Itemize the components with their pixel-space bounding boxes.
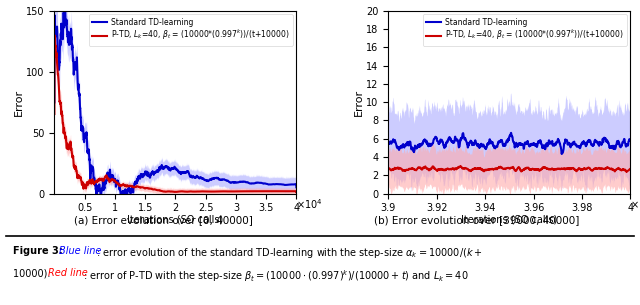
P-TD, $L_k$=40, $\beta_t$ = (10000*(0.997$^k$))/(t+10000) [573,168,581,172]
Line: Standard TD-learning: Standard TD-learning [388,133,630,154]
Text: 10000).: 10000). [13,268,53,278]
Text: : error of P-TD with the step-size $\beta_t = (10000 \cdot (0.997)^k)/(10000+t)$: : error of P-TD with the step-size $\bet… [83,268,468,284]
P-TD, $L_k$=40, $\beta_t$ = (10000*(0.997$^k$))/(t+10000) [230,190,237,193]
Line: Standard TD-learning: Standard TD-learning [54,7,296,197]
P-TD, $L_k$=40, $\beta_t$ = (10000*(0.997$^k$))/(t+10000) [51,33,58,37]
Standard TD-learning [434,139,442,143]
Line: P-TD, $L_k$=40, $\beta_t$ = (10000*(0.997$^k$))/(t+10000): P-TD, $L_k$=40, $\beta_t$ = (10000*(0.99… [54,35,296,192]
Standard TD-learning [204,179,212,183]
Text: Red line: Red line [48,268,88,278]
P-TD, $L_k$=40, $\beta_t$ = (10000*(0.997$^k$))/(t+10000) [615,167,623,170]
P-TD, $L_k$=40, $\beta_t$ = (10000*(0.997$^k$))/(t+10000) [385,167,392,170]
P-TD, $L_k$=40, $\beta_t$ = (10000*(0.997$^k$))/(t+10000) [582,167,590,171]
Standard TD-learning [292,185,300,189]
Y-axis label: Error: Error [353,89,364,116]
P-TD, $L_k$=40, $\beta_t$ = (10000*(0.997$^k$))/(t+10000) [138,185,146,189]
Standard TD-learning [230,181,237,184]
P-TD, $L_k$=40, $\beta_t$ = (10000*(0.997$^k$))/(t+10000) [194,190,202,193]
X-axis label: Iterations (SO calls): Iterations (SO calls) [461,215,557,225]
Standard TD-learning [558,152,566,156]
Standard TD-learning [615,142,623,145]
Standard TD-learning [63,23,70,26]
Standard TD-learning [243,181,251,184]
Y-axis label: Error: Error [13,89,24,116]
Standard TD-learning [385,142,392,145]
P-TD, $L_k$=40, $\beta_t$ = (10000*(0.997$^k$))/(t+10000) [627,167,634,170]
Standard TD-learning [582,144,590,147]
P-TD, $L_k$=40, $\beta_t$ = (10000*(0.997$^k$))/(t+10000) [623,170,630,174]
Line: P-TD, $L_k$=40, $\beta_t$ = (10000*(0.997$^k$))/(t+10000): P-TD, $L_k$=40, $\beta_t$ = (10000*(0.99… [388,166,630,172]
Standard TD-learning [194,175,202,179]
P-TD, $L_k$=40, $\beta_t$ = (10000*(0.997$^k$))/(t+10000) [63,145,70,148]
Standard TD-learning [61,5,69,9]
P-TD, $L_k$=40, $\beta_t$ = (10000*(0.997$^k$))/(t+10000) [599,167,607,170]
P-TD, $L_k$=40, $\beta_t$ = (10000*(0.997$^k$))/(t+10000) [434,169,442,172]
Text: Blue line: Blue line [59,246,101,256]
Standard TD-learning [599,137,607,141]
P-TD, $L_k$=40, $\beta_t$ = (10000*(0.997$^k$))/(t+10000) [51,112,58,116]
Text: $\times 10^4$: $\times 10^4$ [630,197,640,211]
Standard TD-learning [627,139,634,142]
P-TD, $L_k$=40, $\beta_t$ = (10000*(0.997$^k$))/(t+10000) [399,169,407,172]
Standard TD-learning [573,145,581,149]
Text: $\times 10^4$: $\times 10^4$ [296,197,323,211]
Text: (b) Error evolution over [39000, 40000]: (b) Error evolution over [39000, 40000] [374,215,579,225]
Standard TD-learning [51,101,58,104]
Text: : error evolution of the standard TD-learning with the step-size $\alpha_k = 100: : error evolution of the standard TD-lea… [96,246,483,260]
P-TD, $L_k$=40, $\beta_t$ = (10000*(0.997$^k$))/(t+10000) [243,189,251,193]
P-TD, $L_k$=40, $\beta_t$ = (10000*(0.997$^k$))/(t+10000) [292,190,300,194]
Standard TD-learning [97,196,105,199]
Legend: Standard TD-learning, P-TD, $L_k$=40, $\beta_t$ = (10000*(0.997$^k$))/(t+10000): Standard TD-learning, P-TD, $L_k$=40, $\… [89,15,292,45]
X-axis label: Iterations (SO calls): Iterations (SO calls) [127,215,223,225]
Text: (a) Error evolution over [0, 40000]: (a) Error evolution over [0, 40000] [74,215,253,225]
Standard TD-learning [138,174,146,178]
Standard TD-learning [508,131,515,135]
Standard TD-learning [399,142,407,146]
P-TD, $L_k$=40, $\beta_t$ = (10000*(0.997$^k$))/(t+10000) [456,164,464,168]
Legend: Standard TD-learning, P-TD, $L_k$=40, $\beta_t$ = (10000*(0.997$^k$))/(t+10000): Standard TD-learning, P-TD, $L_k$=40, $\… [423,15,627,45]
Text: Figure 3:: Figure 3: [13,246,63,256]
P-TD, $L_k$=40, $\beta_t$ = (10000*(0.997$^k$))/(t+10000) [204,190,212,193]
